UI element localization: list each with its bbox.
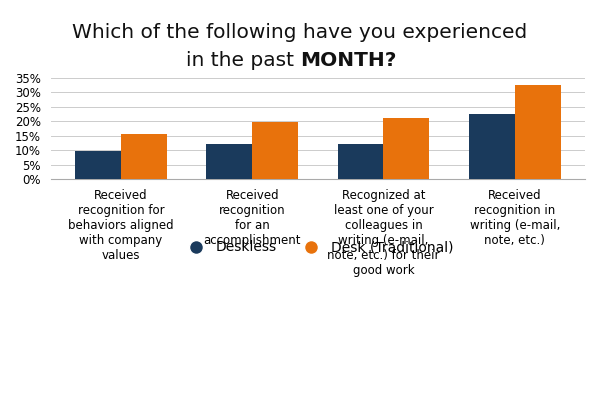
Text: Which of the following have you experienced: Which of the following have you experien… (73, 23, 527, 42)
Text: in the past: in the past (185, 51, 300, 70)
Bar (515, 85, 561, 179)
Bar (121, 134, 167, 179)
Bar (206, 144, 252, 179)
Bar (383, 118, 430, 179)
Text: MONTH?: MONTH? (300, 51, 397, 70)
Bar (252, 122, 298, 179)
Legend: Deskless, Desk (Traditional): Deskless, Desk (Traditional) (177, 235, 459, 260)
Bar (469, 114, 515, 179)
Bar (338, 144, 383, 179)
Bar (75, 151, 121, 179)
